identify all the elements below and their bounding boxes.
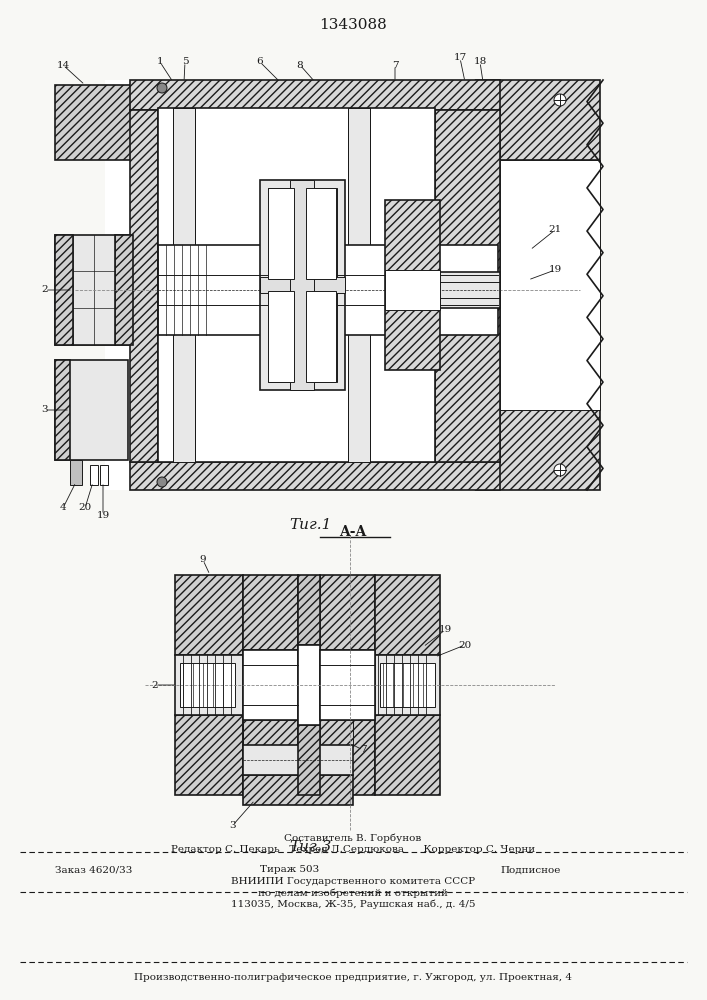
Bar [375, 575, 440, 655]
Circle shape [554, 94, 566, 106]
Bar [298, 725, 320, 795]
Bar [306, 291, 336, 382]
Bar [375, 715, 440, 795]
Bar [175, 575, 243, 655]
Text: 21: 21 [549, 226, 561, 234]
Bar [243, 720, 298, 795]
Text: 2: 2 [152, 680, 158, 690]
Bar [55, 235, 73, 345]
Text: Подписное: Подписное [500, 865, 561, 874]
Bar [130, 462, 500, 490]
Bar [55, 360, 70, 460]
Bar [260, 180, 345, 390]
Bar [130, 80, 500, 110]
Text: Тираж 503: Тираж 503 [260, 865, 320, 874]
Bar [320, 720, 375, 795]
Bar [268, 188, 294, 279]
Text: 9: 9 [199, 556, 206, 564]
Bar [268, 188, 337, 382]
Bar [500, 160, 600, 410]
Text: 5: 5 [182, 57, 188, 66]
Bar [348, 108, 370, 462]
Text: 1: 1 [157, 57, 163, 66]
Text: 20: 20 [458, 641, 472, 650]
Bar [243, 745, 353, 775]
Bar [298, 645, 320, 725]
Bar [440, 272, 500, 308]
Bar [385, 270, 440, 310]
Bar [375, 655, 440, 715]
Bar [175, 715, 243, 795]
Bar [320, 650, 375, 720]
Text: 19: 19 [96, 510, 110, 520]
Text: 4: 4 [59, 504, 66, 512]
Bar [55, 360, 128, 460]
Text: 1343088: 1343088 [319, 18, 387, 32]
Text: 2: 2 [42, 286, 48, 294]
Text: 3: 3 [230, 820, 236, 830]
Bar [175, 655, 243, 715]
Bar [385, 200, 440, 370]
Text: Заказ 4620/33: Заказ 4620/33 [55, 865, 132, 874]
Bar [260, 277, 345, 293]
Bar [243, 575, 298, 650]
Text: 19: 19 [549, 265, 561, 274]
Bar [243, 650, 298, 720]
Text: по делам изобретений и открытий: по делам изобретений и открытий [258, 888, 448, 898]
Bar [158, 108, 435, 462]
Text: Производственно-полиграфическое предприятие, г. Ужгород, ул. Проектная, 4: Производственно-полиграфическое предприя… [134, 974, 572, 982]
Bar [243, 775, 353, 805]
Text: Τиг.1: Τиг.1 [289, 518, 331, 532]
Bar [100, 465, 108, 485]
Bar [290, 180, 314, 390]
Bar [320, 575, 375, 650]
Text: 19: 19 [438, 626, 452, 635]
Text: 7: 7 [360, 746, 366, 754]
Text: 17: 17 [453, 53, 467, 62]
Text: 18: 18 [474, 57, 486, 66]
Bar [268, 291, 294, 382]
Bar [70, 460, 82, 485]
Text: Составитель В. Горбунов: Составитель В. Горбунов [284, 833, 421, 843]
Text: ВНИИПИ Государственного комитета СССР: ВНИИПИ Государственного комитета СССР [231, 878, 475, 886]
Polygon shape [475, 410, 600, 490]
Bar [306, 188, 336, 279]
Circle shape [157, 477, 167, 487]
Bar [173, 108, 195, 462]
Circle shape [554, 464, 566, 476]
Text: 113035, Москва, Ж-35, Раушская наб., д. 4/5: 113035, Москва, Ж-35, Раушская наб., д. … [230, 899, 475, 909]
Bar [90, 465, 98, 485]
Text: 6: 6 [257, 57, 263, 66]
Text: Редактор С. Пекарь   Техред Л.Сердюкова      Корректор С. Черни: Редактор С. Пекарь Техред Л.Сердюкова Ко… [171, 846, 535, 854]
Bar [130, 110, 158, 462]
Bar [55, 235, 133, 345]
Text: 7: 7 [392, 60, 398, 70]
Circle shape [157, 83, 167, 93]
Bar [298, 575, 320, 645]
Bar [158, 245, 498, 335]
Polygon shape [475, 80, 600, 160]
Text: Τиг.3: Τиг.3 [289, 840, 331, 854]
Text: 20: 20 [78, 504, 92, 512]
Text: A-A: A-A [339, 525, 367, 539]
Bar [105, 80, 600, 490]
Bar [115, 235, 133, 345]
Bar [435, 110, 500, 462]
Text: 14: 14 [57, 60, 69, 70]
Text: 3: 3 [42, 406, 48, 414]
Bar [55, 85, 133, 160]
Text: 8: 8 [297, 60, 303, 70]
Bar [180, 663, 235, 707]
Bar [380, 663, 435, 707]
